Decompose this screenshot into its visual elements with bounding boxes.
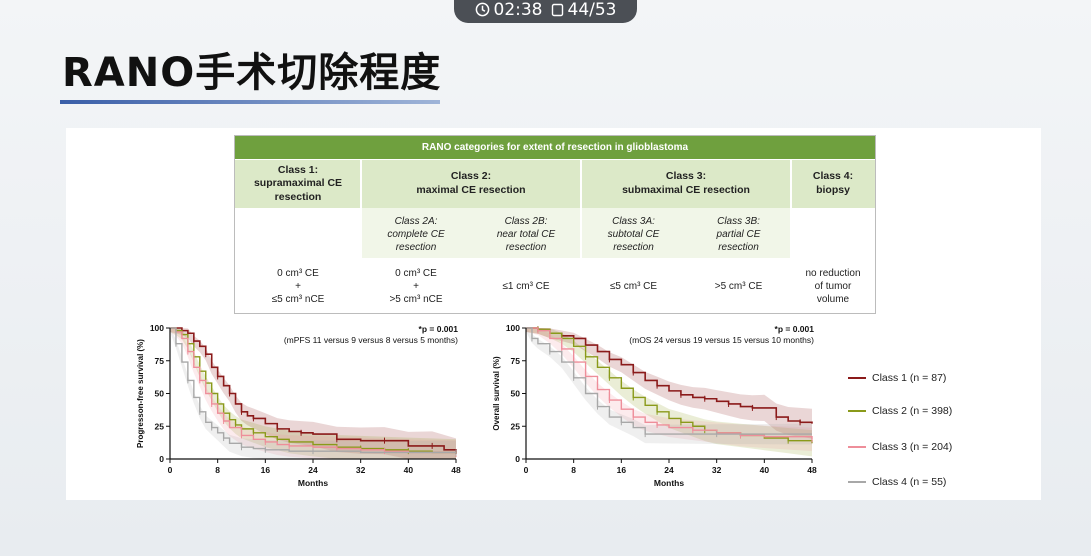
y-axis-label: Overall survival (%) <box>492 356 501 431</box>
legend-item-class1: Class 1 (n = 87) <box>848 372 946 384</box>
y-tick-label: 25 <box>155 421 165 431</box>
series-line <box>526 327 813 440</box>
y-tick-label: 50 <box>511 389 521 399</box>
class4-value: no reduction of tumor volume <box>805 267 861 305</box>
median-annotation: (mOS 24 versus 19 versus 15 versus 10 mo… <box>629 335 814 345</box>
median-annotation: (mPFS 11 versus 9 versus 8 versus 5 mont… <box>284 335 458 345</box>
p-value-label: *p = 0.001 <box>775 324 815 334</box>
x-tick-label: 48 <box>451 465 461 475</box>
page-counter: 44/53 <box>567 0 617 20</box>
os-kaplan-meier-chart: 0 25 50 75 100 0 8 16 24 32 40 48 Months Overall surv… <box>492 323 817 488</box>
y-tick-label: 0 <box>159 454 164 464</box>
pfs-kaplan-meier-chart: 0 25 50 75 100 0 8 16 24 32 40 48 Months Progresson-f… <box>136 323 461 488</box>
table-header: RANO categories for extent of resection … <box>235 136 875 159</box>
legend-swatch <box>848 446 866 448</box>
confidence-band <box>526 328 812 445</box>
column-separator <box>360 160 362 312</box>
legend-swatch <box>848 377 866 379</box>
class3-sub-band <box>581 208 791 258</box>
page-icon <box>551 3 563 16</box>
class2a-label: Class 2A: complete CE resection <box>387 215 445 253</box>
rano-table: RANO categories for extent of resection … <box>234 135 876 314</box>
x-axis-label: Months <box>654 478 684 488</box>
series-line <box>170 327 456 454</box>
legend-label: Class 3 (n = 204) <box>872 441 953 453</box>
class1-header-band <box>235 160 361 208</box>
legend-label: Class 2 (n = 398) <box>872 405 953 417</box>
x-tick-label: 0 <box>524 465 529 475</box>
y-axis-label: Progresson-free survival (%) <box>136 339 145 448</box>
class2b-value: ≤1 cm³ CE <box>502 280 550 292</box>
class2-sub-band <box>361 208 581 258</box>
class1-title: Class 1: supramaximal CE resection <box>253 163 343 203</box>
x-tick-label: 24 <box>308 465 318 475</box>
column-separator <box>580 160 582 312</box>
series-line <box>526 327 812 435</box>
y-tick-label: 75 <box>155 356 165 366</box>
legend-label: Class 4 (n = 55) <box>872 476 947 488</box>
y-tick-label: 25 <box>511 421 521 431</box>
confidence-band <box>526 328 812 439</box>
y-tick-label: 75 <box>511 356 521 366</box>
class4-header-band <box>791 160 875 208</box>
x-tick-label: 32 <box>356 465 366 475</box>
x-tick-label: 40 <box>404 465 414 475</box>
legend-item-class3: Class 3 (n = 204) <box>848 441 952 453</box>
confidence-band <box>526 328 812 457</box>
x-tick-label: 8 <box>215 465 220 475</box>
legend-item-class2: Class 2 (n = 398) <box>848 405 952 417</box>
class3-title: Class 3: submaximal CE resection <box>622 170 750 196</box>
x-tick-label: 32 <box>712 465 722 475</box>
x-tick-label: 0 <box>168 465 173 475</box>
column-separator <box>790 160 792 312</box>
class3b-label: Class 3B: partial CE resection <box>716 215 761 253</box>
x-tick-label: 16 <box>617 465 627 475</box>
class3b-value: >5 cm³ CE <box>714 280 763 292</box>
legend-swatch <box>848 410 866 412</box>
p-value-label: *p = 0.001 <box>419 324 459 334</box>
x-tick-label: 16 <box>261 465 271 475</box>
y-tick-label: 0 <box>515 454 520 464</box>
x-tick-label: 24 <box>664 465 674 475</box>
series-line <box>170 327 457 454</box>
x-tick-label: 40 <box>760 465 770 475</box>
timer-text: 02:38 <box>493 0 543 20</box>
y-tick-label: 50 <box>155 389 165 399</box>
clock-icon <box>475 2 489 17</box>
legend-label: Class 1 (n = 87) <box>872 372 947 384</box>
y-tick-label: 100 <box>506 323 520 333</box>
series-line <box>170 327 457 454</box>
presentation-status-bar: 02:38 44/53 <box>454 0 637 23</box>
class2-title: Class 2: maximal CE resection <box>416 170 526 196</box>
class3-header-band <box>581 160 791 208</box>
class3a-label: Class 3A: subtotal CE resection <box>607 215 660 253</box>
class2a-value: 0 cm³ CE + >5 cm³ nCE <box>389 267 443 305</box>
y-tick-label: 100 <box>150 323 164 333</box>
class4-title: Class 4: biopsy <box>812 170 854 196</box>
class1-value: 0 cm³ CE + ≤5 cm³ nCE <box>271 267 325 305</box>
x-tick-label: 8 <box>571 465 576 475</box>
x-axis-label: Months <box>298 478 328 488</box>
slide-title: RANO手术切除程度 <box>62 50 442 96</box>
legend-item-class4: Class 4 (n = 55) <box>848 476 946 488</box>
x-tick-label: 48 <box>807 465 817 475</box>
class3a-value: ≤5 cm³ CE <box>609 280 658 292</box>
class2-header-band <box>361 160 581 208</box>
legend-swatch <box>848 481 866 483</box>
class2b-label: Class 2B: near total CE resection <box>496 215 556 253</box>
title-underline <box>60 100 440 104</box>
